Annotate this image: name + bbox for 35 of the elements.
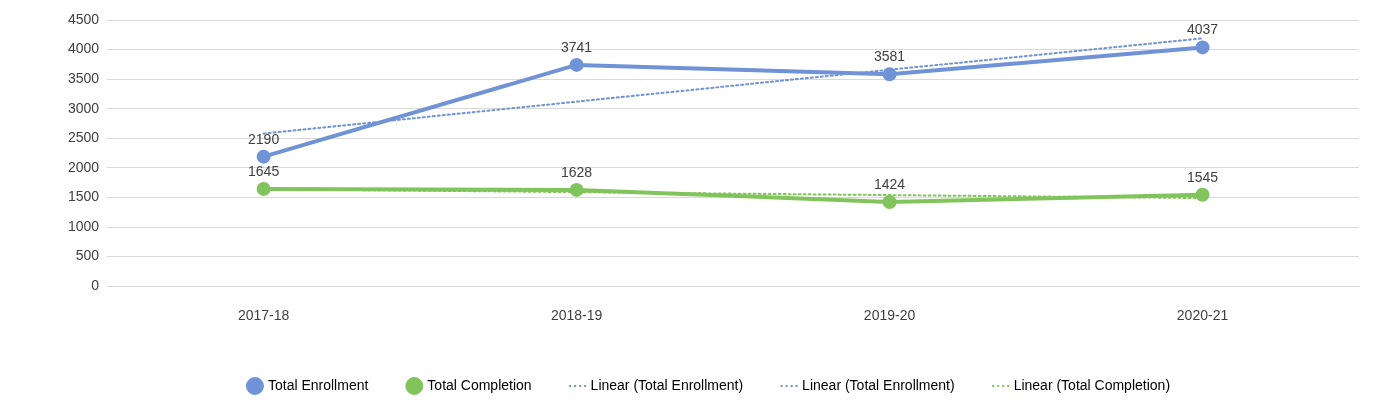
point	[569, 57, 584, 72]
x-tick-label: 2017-18	[237, 307, 290, 324]
data-label: 1545	[1186, 168, 1219, 185]
data-label: 1424	[873, 175, 906, 192]
y-tick-label: 1000	[67, 217, 100, 234]
y-tick-label: 4500	[67, 10, 100, 27]
legend-label: Linear (Total Enrollment)	[802, 376, 955, 393]
legend-label: Total Enrollment	[267, 376, 369, 393]
point	[256, 181, 271, 196]
y-tick-label: 500	[75, 247, 100, 264]
data-label: 2190	[248, 130, 280, 147]
data-label: 1628	[561, 163, 593, 180]
point	[882, 67, 897, 82]
y-tick-label: 1500	[67, 188, 100, 205]
y-tick-label: 3500	[67, 70, 100, 87]
point	[256, 149, 271, 164]
x-tick-label: 2019-20	[863, 307, 916, 324]
point	[1195, 187, 1210, 202]
y-tick-label: 0	[91, 277, 100, 294]
y-tick-label: 2000	[67, 158, 100, 175]
data-label: 4037	[1186, 21, 1219, 38]
legend-label: Total Completion	[427, 376, 532, 393]
data-label: 3581	[873, 48, 906, 65]
x-tick-label: 2020-21	[1176, 307, 1229, 324]
y-tick-label: 2500	[67, 129, 100, 146]
point	[1195, 40, 1210, 55]
data-label: 1645	[248, 162, 280, 179]
legend-label: Linear (Total Enrollment)	[590, 376, 744, 393]
point	[882, 194, 897, 209]
point	[569, 182, 584, 197]
legend-label: Linear (Total Completion)	[1013, 376, 1171, 393]
data-label: 3741	[561, 38, 593, 55]
y-tick-label: 3000	[67, 99, 100, 116]
x-tick-label: 2018-19	[550, 307, 603, 324]
y-tick-label: 4000	[67, 40, 100, 57]
